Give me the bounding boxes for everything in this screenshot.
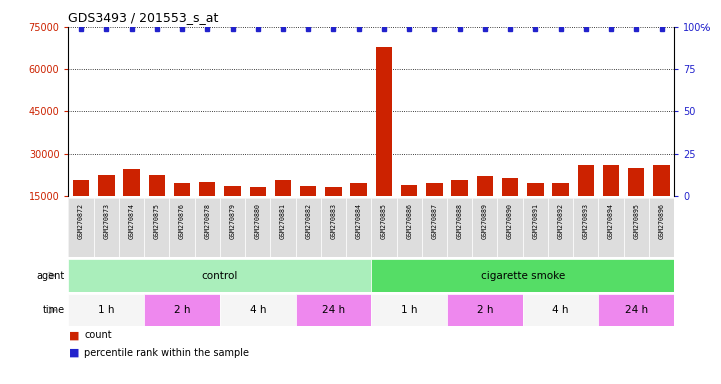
Bar (376, 46, 392, 238)
Text: GDS3493 / 201553_s_at: GDS3493 / 201553_s_at (68, 11, 219, 24)
Text: GSM270873: GSM270873 (103, 202, 110, 238)
Bar (523, 198, 548, 257)
Bar (477, 176, 493, 238)
Bar (169, 198, 195, 257)
Text: GSM270876: GSM270876 (179, 202, 185, 238)
Bar (523, 294, 598, 326)
Bar (144, 198, 169, 257)
Bar (628, 168, 645, 238)
Bar (346, 198, 371, 257)
Bar (426, 183, 443, 238)
Bar (497, 198, 523, 257)
Bar (624, 198, 649, 257)
Bar (220, 294, 296, 326)
Bar (275, 180, 291, 238)
Bar (653, 165, 670, 238)
Bar (472, 198, 497, 257)
Bar (447, 198, 472, 257)
Bar (649, 198, 674, 257)
Text: GSM270879: GSM270879 (229, 202, 236, 238)
Bar (149, 175, 165, 238)
Bar (598, 294, 674, 326)
Bar (245, 198, 270, 257)
Text: 24 h: 24 h (322, 305, 345, 315)
Bar (371, 259, 674, 292)
Text: GSM270887: GSM270887 (431, 202, 438, 238)
Bar (548, 198, 573, 257)
Text: GSM270875: GSM270875 (154, 202, 160, 238)
Bar (502, 177, 518, 238)
Bar (371, 294, 447, 326)
Bar (401, 185, 417, 238)
Text: GSM270894: GSM270894 (608, 202, 614, 238)
Bar (73, 180, 89, 238)
Text: GSM270896: GSM270896 (658, 202, 665, 238)
Bar (527, 183, 544, 238)
Text: 4 h: 4 h (552, 305, 569, 315)
Text: 1 h: 1 h (401, 305, 417, 315)
Bar (68, 198, 94, 257)
Bar (296, 198, 321, 257)
Bar (98, 175, 115, 238)
Text: GSM270882: GSM270882 (305, 202, 311, 238)
Bar (422, 198, 447, 257)
Bar (296, 294, 371, 326)
Text: GSM270895: GSM270895 (633, 202, 640, 238)
Bar (94, 198, 119, 257)
Text: control: control (202, 270, 238, 281)
Text: ■: ■ (68, 348, 79, 358)
Text: 1 h: 1 h (98, 305, 115, 315)
Text: 2 h: 2 h (477, 305, 493, 315)
Bar (174, 183, 190, 238)
Bar (451, 180, 468, 238)
Bar (199, 182, 216, 238)
Bar (195, 198, 220, 257)
Bar (447, 294, 523, 326)
Bar (603, 165, 619, 238)
Text: 2 h: 2 h (174, 305, 190, 315)
Text: ■: ■ (68, 330, 79, 340)
Bar (119, 198, 144, 257)
Text: GSM270889: GSM270889 (482, 202, 488, 238)
Bar (220, 198, 245, 257)
Text: GSM270893: GSM270893 (583, 202, 589, 238)
Text: GSM270891: GSM270891 (532, 202, 539, 238)
Text: GSM270881: GSM270881 (280, 202, 286, 238)
Text: 24 h: 24 h (624, 305, 648, 315)
Bar (321, 198, 346, 257)
Text: cigarette smoke: cigarette smoke (481, 270, 565, 281)
Bar (325, 187, 342, 238)
Text: 4 h: 4 h (249, 305, 266, 315)
Text: time: time (43, 305, 65, 315)
Bar (573, 198, 598, 257)
Bar (371, 198, 397, 257)
Text: GSM270890: GSM270890 (507, 202, 513, 238)
Bar (578, 165, 594, 238)
Bar (144, 294, 220, 326)
Text: GSM270874: GSM270874 (128, 202, 135, 238)
Text: GSM270885: GSM270885 (381, 202, 387, 238)
Bar (598, 198, 624, 257)
Text: percentile rank within the sample: percentile rank within the sample (84, 348, 249, 358)
Text: count: count (84, 330, 112, 340)
Text: GSM270880: GSM270880 (255, 202, 261, 238)
Bar (68, 294, 144, 326)
Text: agent: agent (37, 270, 65, 281)
Bar (224, 186, 241, 238)
Text: GSM270872: GSM270872 (78, 202, 84, 238)
Text: GSM270892: GSM270892 (557, 202, 564, 238)
Bar (123, 169, 140, 238)
Bar (552, 183, 569, 238)
Text: GSM270883: GSM270883 (330, 202, 337, 238)
Bar (350, 183, 367, 238)
Text: GSM270886: GSM270886 (406, 202, 412, 238)
Bar (68, 259, 371, 292)
Text: GSM270878: GSM270878 (204, 202, 211, 238)
Text: GSM270884: GSM270884 (355, 202, 362, 238)
Bar (300, 186, 317, 238)
Bar (270, 198, 296, 257)
Bar (249, 187, 266, 238)
Bar (397, 198, 422, 257)
Text: GSM270888: GSM270888 (456, 202, 463, 238)
